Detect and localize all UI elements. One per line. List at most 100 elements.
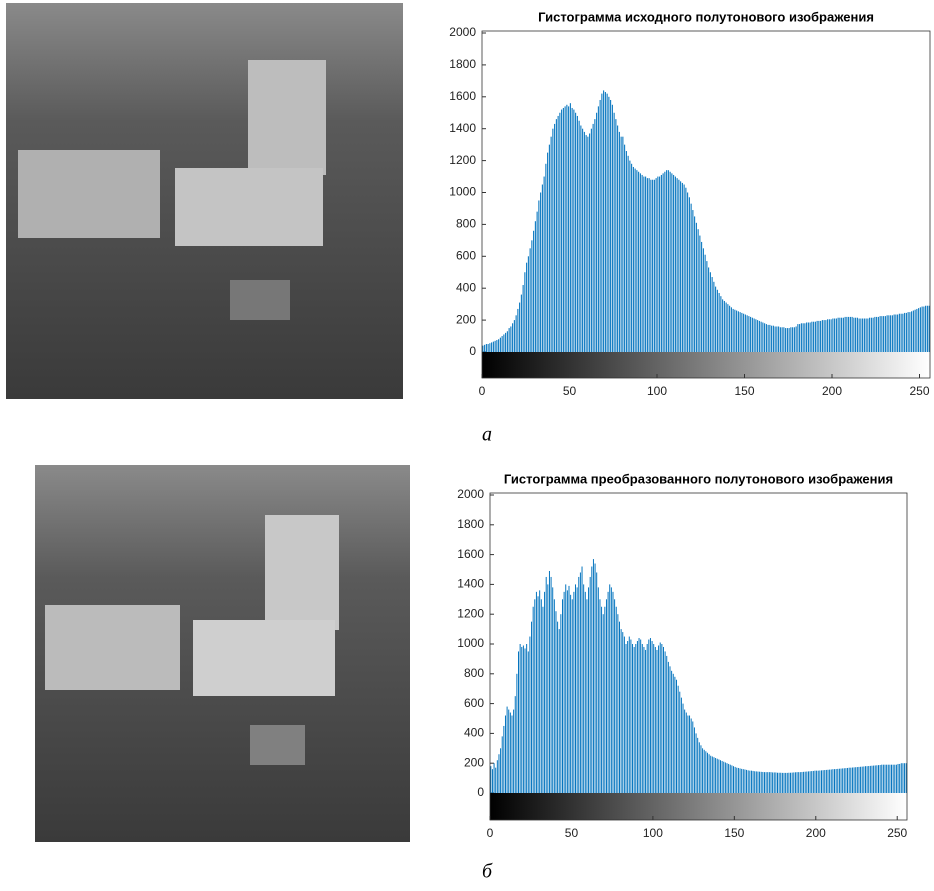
bar — [594, 119, 595, 352]
bar — [731, 307, 732, 352]
bar — [810, 771, 811, 793]
bar — [655, 647, 656, 793]
bar — [533, 231, 534, 352]
bar — [500, 338, 501, 352]
bar — [705, 255, 706, 352]
bar — [608, 592, 609, 793]
bar — [583, 584, 584, 793]
bar — [780, 773, 781, 793]
bar — [536, 592, 537, 793]
bar — [639, 638, 640, 793]
bar — [681, 698, 682, 793]
bar — [725, 762, 726, 793]
bar — [769, 772, 770, 793]
bar — [496, 340, 497, 352]
bar — [486, 344, 487, 352]
bar — [801, 323, 802, 352]
bar — [899, 764, 900, 793]
bar — [566, 105, 567, 352]
bar — [793, 772, 794, 793]
bar — [551, 137, 552, 352]
bar — [698, 229, 699, 352]
bar — [782, 773, 783, 793]
bar — [712, 277, 713, 352]
bar — [787, 773, 788, 793]
bar — [615, 119, 616, 352]
bar — [516, 674, 517, 793]
bar — [901, 314, 902, 352]
bar — [577, 116, 578, 352]
bar — [619, 622, 620, 793]
bar — [635, 169, 636, 352]
bar — [650, 180, 651, 352]
x-tick-label: 200 — [822, 384, 842, 398]
bar — [730, 765, 731, 793]
bar — [554, 599, 555, 793]
bar — [847, 768, 848, 793]
bar — [555, 611, 556, 793]
x-tick-label: 0 — [487, 826, 494, 840]
bar — [498, 754, 499, 793]
bar — [770, 772, 771, 793]
bar — [738, 311, 739, 352]
bar — [507, 331, 508, 352]
bar — [736, 311, 737, 352]
bar — [906, 763, 907, 793]
bar — [757, 320, 758, 352]
bar — [889, 765, 890, 793]
bar — [705, 751, 706, 793]
bar — [896, 765, 897, 793]
bar — [598, 587, 599, 793]
bar — [531, 622, 532, 793]
bar — [621, 629, 622, 793]
bar — [518, 651, 519, 793]
bar — [740, 768, 741, 793]
bar — [850, 768, 851, 793]
bar — [580, 126, 581, 352]
bar — [841, 318, 842, 352]
bar — [790, 773, 791, 793]
bar — [626, 151, 627, 352]
bar — [821, 770, 822, 793]
bar — [575, 113, 576, 352]
bar — [683, 704, 684, 793]
bar — [661, 175, 662, 352]
bar — [493, 342, 494, 352]
bar — [579, 121, 580, 352]
bar — [775, 772, 776, 793]
bar — [818, 321, 819, 352]
bar — [640, 173, 641, 352]
bar — [633, 167, 634, 352]
bar — [715, 287, 716, 352]
bar — [580, 572, 581, 793]
bar — [848, 317, 849, 352]
bar — [590, 577, 591, 793]
bar — [622, 137, 623, 352]
bar — [562, 599, 563, 793]
bar — [818, 771, 819, 793]
bar — [808, 771, 809, 793]
bar — [561, 110, 562, 352]
bar — [636, 170, 637, 352]
bar — [699, 236, 700, 352]
bar — [692, 210, 693, 352]
bar — [836, 769, 837, 793]
bar — [677, 178, 678, 352]
bar — [617, 614, 618, 793]
bar — [510, 713, 511, 793]
bar — [670, 172, 671, 352]
bar — [637, 641, 638, 793]
bar — [664, 172, 665, 352]
bar — [516, 315, 517, 352]
bar — [761, 772, 762, 793]
x-tick-label: 200 — [806, 826, 826, 840]
bar — [722, 761, 723, 793]
bar — [606, 599, 607, 793]
bar — [528, 256, 529, 352]
bar — [710, 756, 711, 793]
bar — [747, 315, 748, 352]
bar — [860, 767, 861, 793]
bar — [893, 765, 894, 793]
bar — [868, 766, 869, 793]
bar — [686, 713, 687, 793]
